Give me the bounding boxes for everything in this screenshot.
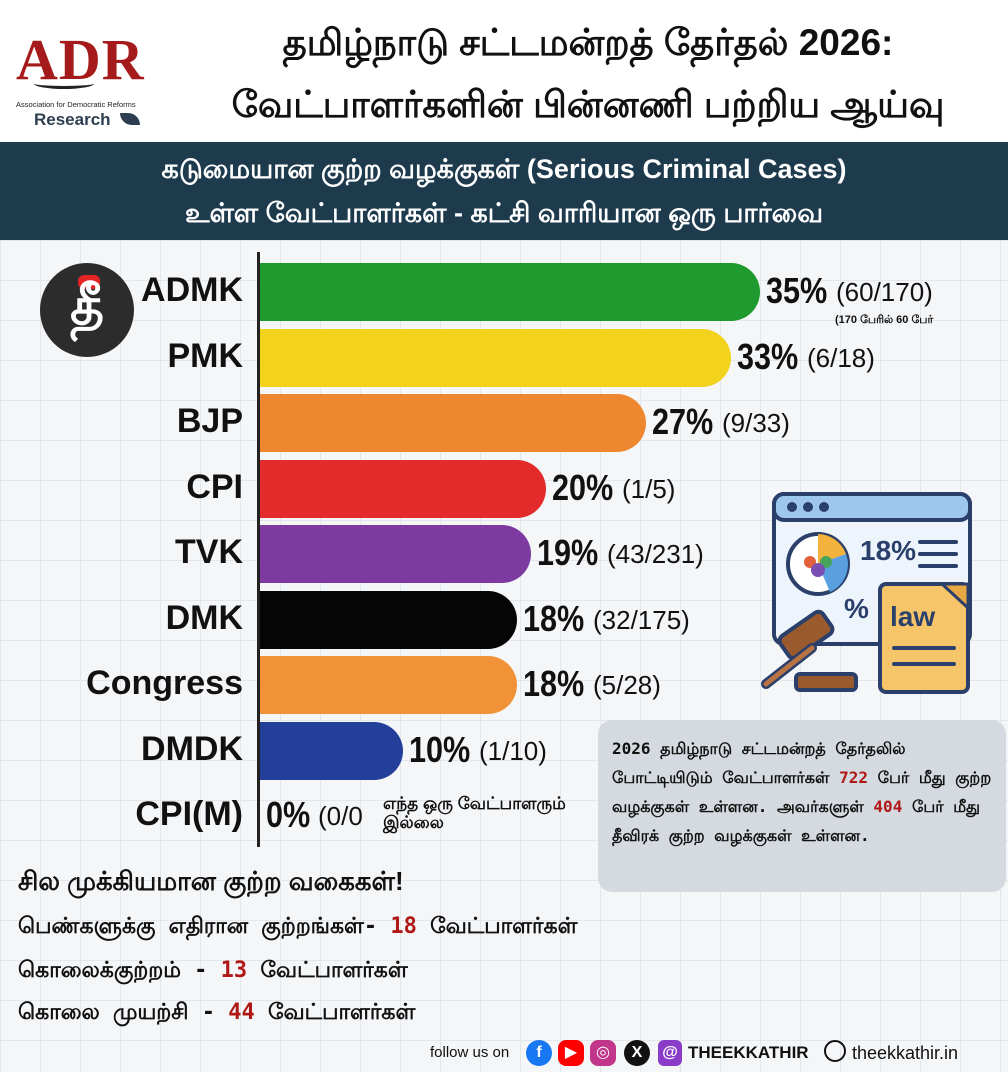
globe-icon [824,1040,846,1062]
fraction-label: (43/231) [607,539,704,569]
law-document-icon: law [878,582,970,694]
fraction-label: (1/10) [479,735,547,766]
info-part1: 2026 தமிழ்நாடு சட்டமன்றத் தேர்தலில் போட்… [612,739,906,787]
adr-logo: ADR Association for Democratic Reforms R… [6,30,176,130]
logo-research-label: Research [34,110,111,129]
value-label: 33% [737,335,799,377]
illus-percent-label: 18% [860,535,916,566]
value-label: 18% [523,597,585,639]
crime-label: பெண்களுக்கு எதிரான குற்றங்கள்- [18,914,391,939]
info-text: 2026 தமிழ்நாடு சட்டமன்றத் தேர்தலில் போட்… [612,734,992,850]
badge-glyph: தீ [70,278,104,336]
banner-line1: கடுமையான குற்ற வழக்குகள் (Serious Crimin… [161,154,847,184]
bar [260,721,403,780]
fraction-label: (32/175) [593,604,690,635]
illus-percent-symbol: % [844,593,869,624]
bar [260,525,531,583]
bar [260,328,731,387]
instagram-icon[interactable]: ◎ [590,1040,616,1066]
law-illustration: 18% % law [761,492,972,694]
crime-types-title: சில முக்கியமான குற்ற வகைகள்! [18,866,404,896]
crime-suffix: வேட்பாளர்கள் [247,958,408,983]
fraction-label: (6/18) [807,342,875,373]
threads-icon[interactable]: @ [658,1040,682,1066]
category-label: BJP [176,402,243,440]
crime-row: கொலைக்குற்றம் - 13 வேட்பாளர்கள் [18,958,408,986]
fraction-label: (1/5) [622,473,676,504]
crime-suffix: வேட்பாளர்கள் [416,914,578,939]
header: ADR Association for Democratic Reforms R… [0,0,1008,142]
bar [260,656,517,714]
fraction-label: (5/28) [593,670,661,700]
gavel-icon [761,609,858,692]
crime-count: 44 [228,1000,255,1025]
info-part3: பேர் மீது தீவிரக் குற்ற வழக்குகள் உள்ளன. [612,797,981,845]
info-num2: 404 [873,797,903,816]
crime-count: 18 [390,914,417,939]
follow-text: follow us on [430,1044,510,1061]
theekkathir-badge-icon: தீ [40,263,134,357]
logo-subtitle: Association for Democratic Reforms [16,100,136,109]
bar [260,590,517,649]
bar [260,394,646,452]
footer: follow us on f ▶ ◎ X @ THEEKKATHIR theek… [430,1038,1000,1068]
crime-row: கொலை முயற்சி - 44 வேட்பாளர்கள் [18,1000,415,1028]
category-label: TVK [175,533,243,571]
page-title-line2: வேட்பாளர்களின் பின்னணி பற்றிய ஆய்வு [231,84,945,125]
crime-suffix: வேட்பாளர்கள் [254,1000,416,1025]
crime-label: கொலை முயற்சி - [18,1000,229,1025]
facebook-icon[interactable]: f [526,1040,552,1066]
crime-count: 13 [220,958,248,983]
category-label: DMK [165,598,243,637]
category-label: Congress [86,664,243,702]
logo-swoosh-icon [34,78,94,89]
people-pie-icon [786,532,850,596]
cpim-annotation: எந்த ஒரு வேட்பாளரும் இல்லை [383,794,566,832]
banner-line2: உள்ள வேட்பாளர்கள் - கட்சி வாரியான ஒரு பா… [184,198,824,228]
info-box: 2026 தமிழ்நாடு சட்டமன்றத் தேர்தலில் போட்… [598,720,1006,892]
website-link[interactable]: theekkathir.in [852,1043,959,1063]
value-label: 27% [652,401,714,442]
value-label: 19% [537,532,599,573]
fraction-label: (60/170) [836,277,933,307]
category-label: DMDK [141,729,243,768]
chart-subtitle-banner: கடுமையான குற்ற வழக்குகள் (Serious Crimin… [0,142,1008,240]
value-label: 35% [766,270,828,311]
chart-axis [257,252,260,847]
page-title-line1: தமிழ்நாடு சட்டமன்றத் தேர்தல் 2026: [282,22,894,63]
crime-label: கொலைக்குற்றம் - [18,958,221,983]
list-lines-icon [918,540,958,568]
bar [260,459,546,518]
info-num1: 722 [839,768,868,787]
category-label: ADMK [141,271,243,309]
value-label: 20% [552,466,614,508]
admk-annotation: (170 பேரில் 60 பேர் [835,314,934,326]
category-label: CPI(M) [135,795,243,833]
illus-law-label: law [890,601,935,632]
x-icon[interactable]: X [624,1040,650,1066]
badge-dot [78,275,100,289]
category-label: CPI [186,467,243,506]
value-label: 10% [409,728,471,770]
crime-row: பெண்களுக்கு எதிரான குற்றங்கள்- 18 வேட்பா… [18,914,577,942]
value-label: 0% [266,794,311,835]
youtube-icon[interactable]: ▶ [558,1040,584,1066]
fraction-label: (9/33) [722,408,790,438]
brand-name: THEEKKATHIR [688,1043,809,1062]
bar [260,263,760,321]
category-label: PMK [167,336,243,375]
leaf-icon [120,113,140,125]
value-label: 18% [523,663,585,704]
info-part2: பேர் மீது குற்ற வழக்குகள் உள்ளன. அவர்களு… [612,768,992,816]
fraction-label: (0/0 [318,801,363,831]
